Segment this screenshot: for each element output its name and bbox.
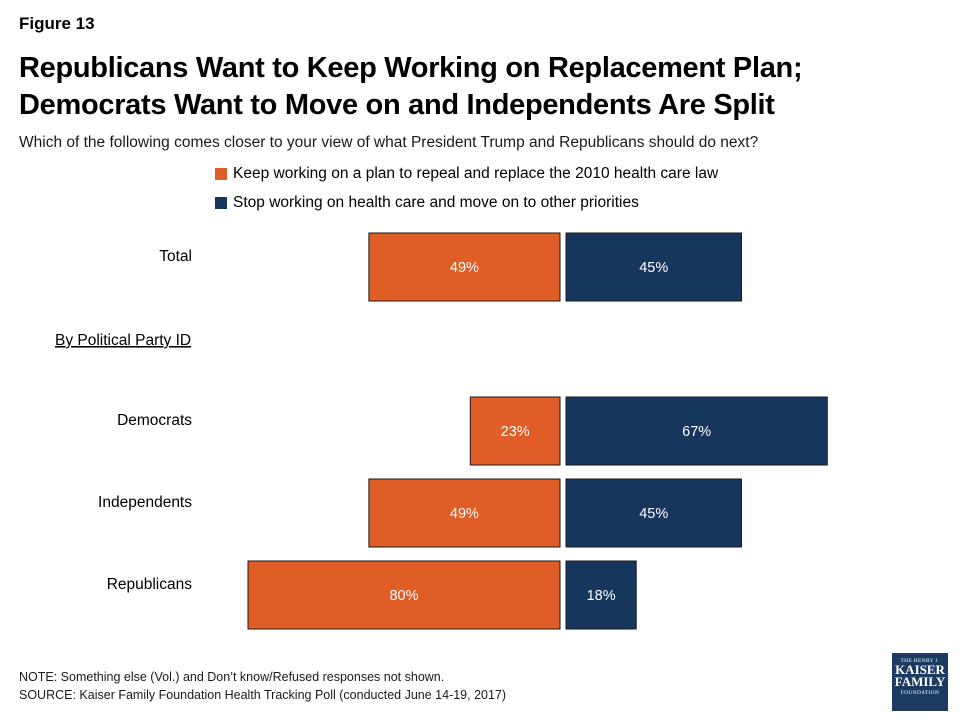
bar-stop-republicans bbox=[565, 560, 637, 630]
category-label-independents: Independents bbox=[98, 494, 192, 511]
bar-stop-democrats bbox=[565, 396, 828, 466]
bar-keep-total bbox=[368, 232, 561, 302]
legend-item-stop: Stop working on health care and move on … bbox=[215, 194, 639, 212]
legend-swatch-stop bbox=[215, 197, 227, 209]
bar-label-stop-independents: 45% bbox=[639, 506, 668, 522]
bar-label-keep-democrats: 23% bbox=[501, 424, 530, 440]
bar-stop-total bbox=[565, 232, 742, 302]
bar-stop-independents bbox=[565, 478, 742, 548]
category-label-democrats: Democrats bbox=[117, 412, 192, 429]
kff-logo: THE HENRY J. KAISER FAMILY FOUNDATION bbox=[892, 653, 948, 711]
logo-line-4: FOUNDATION bbox=[900, 690, 940, 696]
category-label-total: Total bbox=[159, 248, 192, 265]
bar-label-keep-total: 49% bbox=[450, 260, 479, 276]
legend-swatch-keep bbox=[215, 168, 227, 180]
bar-label-keep-republicans: 80% bbox=[389, 588, 418, 604]
bar-keep-independents bbox=[368, 478, 561, 548]
logo-line-2: KAISER bbox=[895, 662, 945, 677]
bar-label-stop-democrats: 67% bbox=[682, 424, 711, 440]
logo-line-1: THE HENRY J. bbox=[900, 658, 940, 664]
logo-line-3: FAMILY bbox=[894, 674, 946, 689]
legend-label-stop: Stop working on health care and move on … bbox=[233, 194, 639, 211]
category-label-republicans: Republicans bbox=[107, 576, 193, 593]
chart-source: SOURCE: Kaiser Family Foundation Health … bbox=[19, 688, 507, 702]
chart-note: NOTE: Something else (Vol.) and Don’t kn… bbox=[19, 670, 445, 684]
legend-item-keep: Keep working on a plan to repeal and rep… bbox=[215, 165, 718, 183]
legend-label-keep: Keep working on a plan to repeal and rep… bbox=[233, 165, 719, 182]
section-label: By Political Party ID bbox=[55, 332, 191, 349]
chart-title: Republicans Want to Keep Working on Repl… bbox=[19, 50, 939, 124]
bar-label-stop-republicans: 18% bbox=[587, 588, 616, 604]
bar-keep-republicans bbox=[247, 560, 561, 630]
chart-subtitle: Which of the following comes closer to y… bbox=[19, 134, 759, 151]
figure-label: Figure 13 bbox=[19, 14, 95, 33]
bar-label-keep-independents: 49% bbox=[450, 506, 479, 522]
title-line-1: Republicans Want to Keep Working on Repl… bbox=[19, 52, 803, 84]
title-line-2: Democrats Want to Move on and Independen… bbox=[19, 89, 775, 121]
bar-keep-democrats bbox=[469, 396, 561, 466]
bar-label-stop-total: 45% bbox=[639, 260, 668, 276]
